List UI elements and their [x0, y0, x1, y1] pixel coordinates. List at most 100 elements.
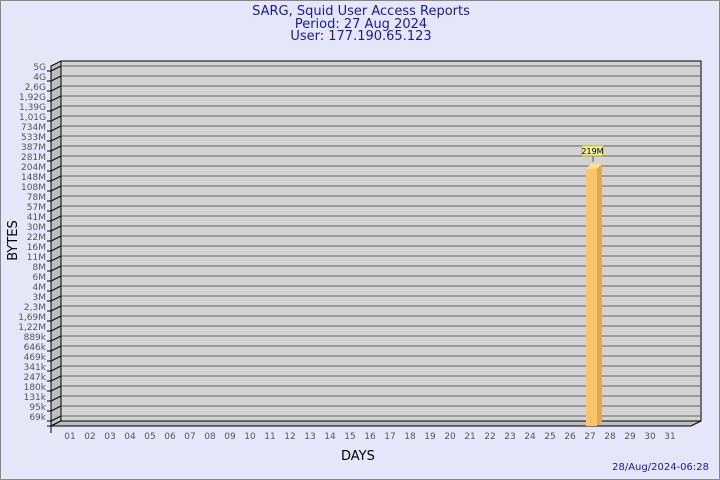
- y-tick-label: 95k: [29, 403, 46, 413]
- gridline-side: [50, 155, 62, 162]
- x-tick-label: 20: [444, 432, 456, 442]
- x-tick-label: 22: [484, 432, 495, 442]
- gridline-side: [50, 405, 62, 412]
- gridline-side: [50, 415, 62, 422]
- gridline-side: [50, 105, 62, 112]
- x-tick-label: 23: [504, 432, 515, 442]
- y-tick-label: 2,3M: [24, 303, 46, 313]
- data-label: 219M: [581, 147, 603, 156]
- y-tick-label: 4G: [33, 73, 46, 83]
- gridline-side: [50, 225, 62, 232]
- gridline-side: [50, 385, 62, 392]
- bar-day-27: [586, 168, 597, 427]
- x-tick-label: 25: [544, 432, 555, 442]
- y-tick-label: 180k: [24, 383, 47, 393]
- x-tick-label: 12: [284, 432, 295, 442]
- y-tick-label: 41M: [27, 213, 46, 223]
- y-tick-label: 469k: [24, 353, 47, 363]
- gridline-side: [50, 235, 62, 242]
- y-tick-label: 6M: [33, 273, 47, 283]
- gridline-side: [50, 355, 62, 362]
- y-tick-label: 1,39G: [19, 103, 46, 113]
- y-tick-label: 108M: [21, 183, 46, 193]
- gridline-side: [50, 265, 62, 272]
- gridline-side: [50, 165, 62, 172]
- chart-period: Period: 27 Aug 2024: [294, 17, 428, 32]
- gridline-side: [50, 335, 62, 342]
- x-tick-label: 07: [184, 432, 195, 442]
- chart-title: SARG, Squid User Access Reports: [252, 4, 470, 19]
- x-tick-label: 03: [104, 432, 115, 442]
- y-tick-label: 148M: [21, 173, 46, 183]
- gridline-side: [50, 115, 62, 122]
- y-tick-label: 646k: [24, 343, 47, 353]
- x-tick-label: 16: [364, 432, 376, 442]
- gridline-side: [50, 125, 62, 132]
- gridline-side: [50, 65, 62, 72]
- gridline-side: [50, 255, 62, 262]
- y-tick-label: 1,22M: [18, 323, 46, 333]
- chart-user: User: 177.190.65.123: [290, 29, 432, 44]
- y-tick-label: 889k: [24, 333, 47, 343]
- x-tick-label: 27: [584, 432, 595, 442]
- gridline-side: [50, 245, 62, 252]
- x-tick-label: 31: [664, 432, 675, 442]
- gridline-side: [50, 85, 62, 92]
- x-tick-label: 08: [204, 432, 216, 442]
- x-tick-label: 28: [604, 432, 616, 442]
- x-tick-label: 15: [344, 432, 355, 442]
- y-tick-label: 533M: [21, 133, 46, 143]
- y-tick-label: 387M: [21, 143, 46, 153]
- x-tick-label: 02: [84, 432, 95, 442]
- x-tick-label: 26: [564, 432, 576, 442]
- plot-floor: [50, 420, 702, 427]
- gridline-side: [50, 295, 62, 302]
- y-tick-label: 204M: [21, 163, 46, 173]
- y-tick-label: 11M: [27, 253, 46, 263]
- data-label-box: [581, 145, 604, 157]
- gridline-side: [50, 145, 62, 152]
- x-tick-label: 14: [324, 432, 336, 442]
- gridline-side: [50, 175, 62, 182]
- gridline-side: [50, 345, 62, 352]
- y-tick-label: 69k: [29, 413, 46, 423]
- timestamp: 28/Aug/2024-06:28: [612, 462, 709, 473]
- y-tick-label: 2,6G: [25, 83, 46, 93]
- gridline-side: [50, 325, 62, 332]
- bar-top: [586, 163, 602, 169]
- x-tick-label: 06: [164, 432, 176, 442]
- x-tick-label: 11: [264, 432, 275, 442]
- y-tick-label: 57M: [27, 203, 46, 213]
- gridline-side: [50, 305, 62, 312]
- x-tick-label: 21: [464, 432, 475, 442]
- x-tick-label: 29: [624, 432, 636, 442]
- y-tick-label: 734M: [21, 123, 46, 133]
- gridline-side: [50, 75, 62, 82]
- y-tick-label: 4M: [33, 283, 47, 293]
- y-tick-label: 131k: [24, 393, 47, 403]
- plot-side-wall: [50, 60, 62, 427]
- x-tick-label: 05: [144, 432, 155, 442]
- gridline-side: [50, 315, 62, 322]
- gridline-side: [50, 215, 62, 222]
- x-tick-label: 01: [64, 432, 75, 442]
- y-tick-label: 8M: [33, 263, 47, 273]
- x-tick-label: 10: [244, 432, 256, 442]
- bar-side: [597, 163, 602, 427]
- x-tick-label: 17: [384, 432, 395, 442]
- gridline-side: [50, 205, 62, 212]
- y-tick-label: 341k: [24, 363, 47, 373]
- gridline-side: [50, 95, 62, 102]
- x-axis-label: DAYS: [341, 449, 375, 464]
- y-tick-label: 22M: [27, 233, 46, 243]
- x-tick-label: 24: [524, 432, 536, 442]
- gridline-side: [50, 185, 62, 192]
- x-tick-label: 04: [124, 432, 136, 442]
- plot-back: [60, 60, 702, 422]
- y-axis-label: BYTES: [5, 220, 21, 261]
- gridline-side: [50, 395, 62, 402]
- x-tick-label: 13: [304, 432, 315, 442]
- y-tick-label: 1,92G: [19, 93, 46, 103]
- y-tick-label: 1,01G: [19, 113, 46, 123]
